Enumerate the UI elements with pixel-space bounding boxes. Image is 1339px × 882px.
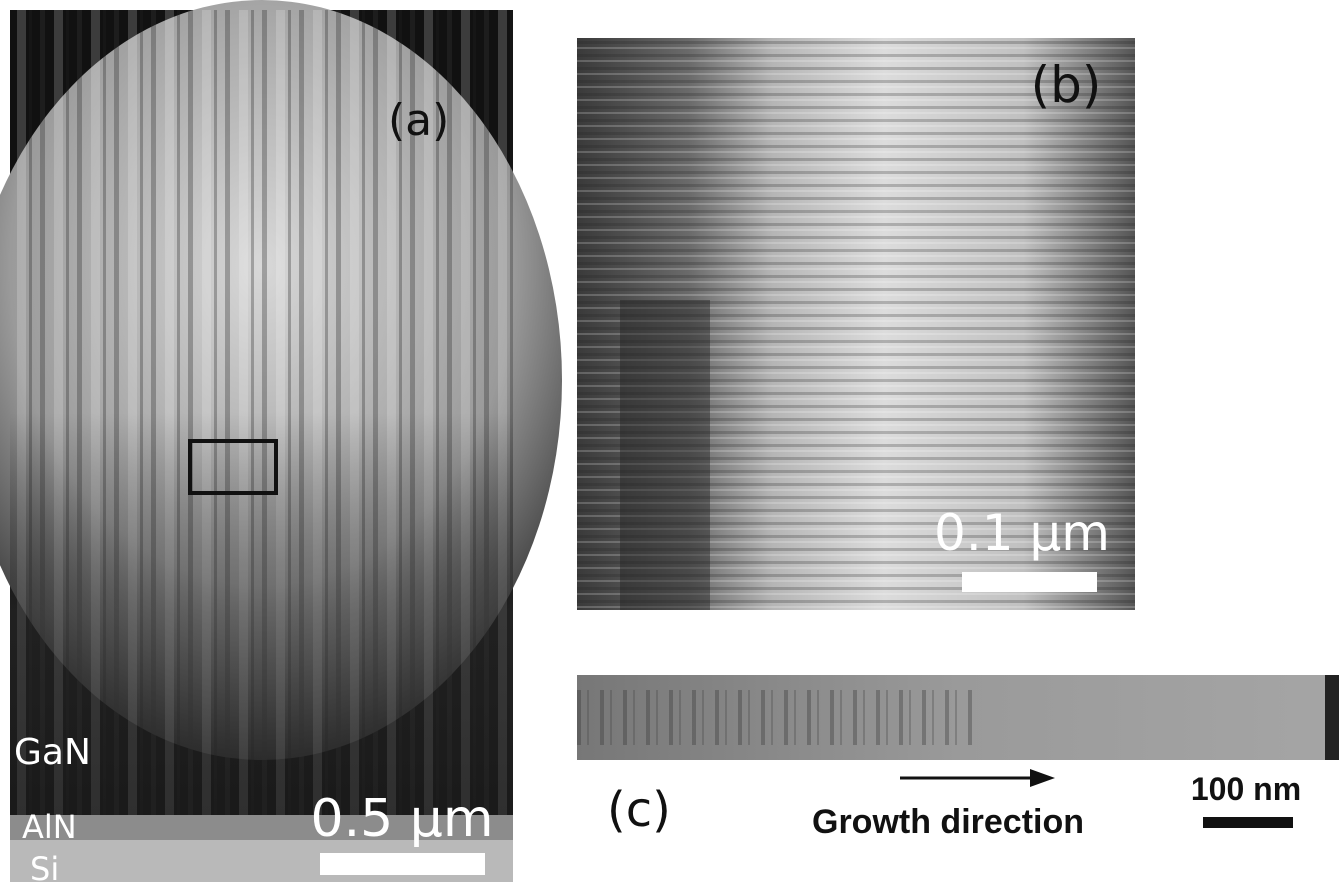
layer-label: GaN xyxy=(14,732,91,773)
scale-bar-label: 100 nm xyxy=(1191,771,1301,807)
panel-a: (a) GaN AlN Si 0.5 µm xyxy=(0,0,562,882)
panel-c: (c) Growth direction 100 nm xyxy=(577,675,1339,841)
layer-label: Si xyxy=(30,850,59,882)
figure: (a) GaN AlN Si 0.5 µm (b) 0.1 µm (c) Gro… xyxy=(0,0,1339,882)
image-b-dark xyxy=(620,300,710,610)
scale-bar-label: 0.1 µm xyxy=(934,504,1110,562)
arrow-label: Growth direction xyxy=(812,803,1084,841)
scale-bar xyxy=(320,853,485,875)
image-c-edge xyxy=(1325,675,1339,760)
panel-b: (b) 0.1 µm xyxy=(577,38,1135,610)
scale-bar xyxy=(962,572,1097,592)
growth-arrow-head xyxy=(1030,769,1055,787)
scale-bar-label: 0.5 µm xyxy=(311,789,494,849)
panel-label: (c) xyxy=(607,782,671,838)
panel-label: (a) xyxy=(388,95,449,146)
panel-label: (b) xyxy=(1031,56,1102,114)
scale-bar xyxy=(1203,817,1293,828)
layer-label: AlN xyxy=(22,808,77,846)
image-c-streaks xyxy=(577,690,977,745)
